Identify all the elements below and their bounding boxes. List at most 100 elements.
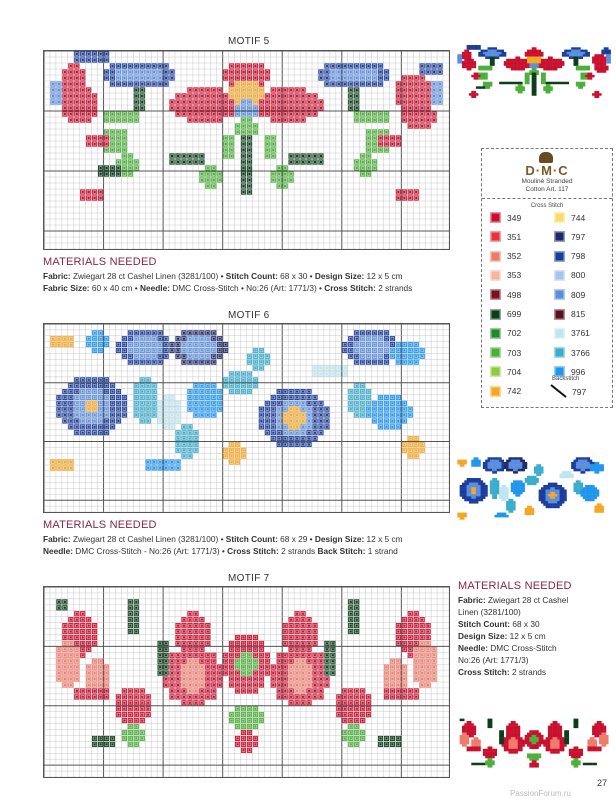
stitch (517, 58, 521, 62)
stitch (550, 65, 553, 69)
stitch (596, 489, 600, 493)
stitch-cell (401, 628, 407, 635)
stitch (510, 744, 514, 747)
stitch-cell (145, 465, 151, 471)
stitch (485, 755, 488, 759)
stitch-cell (62, 670, 68, 676)
stitch-cell (199, 159, 205, 165)
stitch (564, 494, 567, 497)
stitch (550, 498, 553, 502)
stitch (464, 487, 467, 490)
stitch (475, 482, 479, 486)
materials-label: Design Size: (314, 271, 365, 281)
stitch (485, 84, 488, 87)
stitch (494, 56, 498, 59)
stitch-cell (252, 712, 259, 718)
stitch (489, 459, 493, 463)
stitch (596, 734, 600, 738)
stitch (478, 494, 481, 497)
stitch-cell (109, 418, 116, 424)
stitch (575, 466, 579, 470)
stitch (466, 49, 470, 53)
stitch-cell (360, 706, 366, 712)
stitch-cell (175, 652, 181, 658)
stitch-cell (407, 652, 413, 658)
stitch-cell (342, 712, 348, 718)
thread-code: 797 (571, 231, 586, 242)
stitch (554, 723, 558, 726)
stitch-cell (127, 330, 133, 336)
stitch-cell (163, 424, 169, 430)
stitch-cell (199, 700, 205, 706)
stitch (585, 466, 588, 470)
stitch-cell (354, 617, 360, 623)
stitch (599, 56, 602, 59)
stitch (534, 58, 537, 62)
stitch-cell (151, 347, 157, 353)
stitch-cell (229, 111, 235, 117)
stitch-cell (252, 688, 259, 694)
stitch (510, 739, 514, 743)
stitch-cell (300, 153, 306, 159)
stitch-cell (240, 652, 247, 658)
stitch-cell (300, 87, 306, 93)
stitch-cell (92, 623, 98, 629)
stitch (601, 744, 604, 747)
stitch-cell (425, 646, 431, 652)
stitch (494, 478, 498, 481)
stitch-cell (133, 342, 139, 348)
stitch (606, 47, 609, 50)
stitch-cell (395, 347, 401, 353)
stitch (534, 758, 537, 761)
stitch-cell (258, 418, 264, 424)
stitch-cell (437, 81, 443, 87)
stitch-cell (354, 99, 360, 105)
stitch-cell (377, 412, 384, 418)
stitch-cell (282, 389, 288, 395)
stitch (534, 54, 537, 57)
stitch (466, 739, 470, 743)
stitch-cell (294, 93, 300, 99)
stitch (547, 65, 551, 69)
stitch-cell (175, 400, 181, 406)
stitch (475, 737, 479, 740)
stitch-cell (151, 465, 157, 471)
stitch-cell (115, 706, 122, 712)
stitch-cell (419, 640, 425, 646)
stitch (589, 468, 593, 472)
stitch-cell (50, 81, 56, 87)
materials-value: Zwiegart 28 ct Cashel (485, 595, 569, 605)
stitch-cell (181, 447, 187, 453)
stitch-cell (354, 735, 360, 741)
stitch-cell (264, 652, 270, 658)
stitch (466, 720, 470, 724)
stitch-cell (240, 371, 247, 377)
stitch-cell (240, 747, 247, 753)
stitch-cell (80, 430, 86, 436)
stitch-cell (276, 682, 282, 688)
stitch-cell (145, 394, 151, 400)
stitch-cell (324, 81, 330, 87)
stitch (596, 65, 600, 69)
stitch-cell (181, 342, 187, 348)
stitch (466, 734, 470, 738)
stitch-cell (306, 682, 312, 688)
stitch-cell (246, 87, 253, 93)
stitch (587, 487, 590, 490)
stitch-cell (175, 412, 181, 418)
stitch (464, 489, 467, 493)
stitch (545, 86, 549, 89)
stitch (471, 746, 474, 749)
stitch-cell (145, 347, 151, 353)
stitch (520, 741, 523, 745)
stitch-cell (288, 111, 294, 117)
stitch-cell (205, 634, 211, 641)
stitch (520, 482, 523, 486)
stitch-cell (246, 688, 253, 694)
stitch (503, 63, 507, 66)
stitch (587, 489, 590, 493)
stitch-cell (92, 347, 98, 353)
stitch (464, 734, 467, 738)
stitch-cell (234, 441, 241, 447)
stitch-cell (157, 664, 163, 670)
